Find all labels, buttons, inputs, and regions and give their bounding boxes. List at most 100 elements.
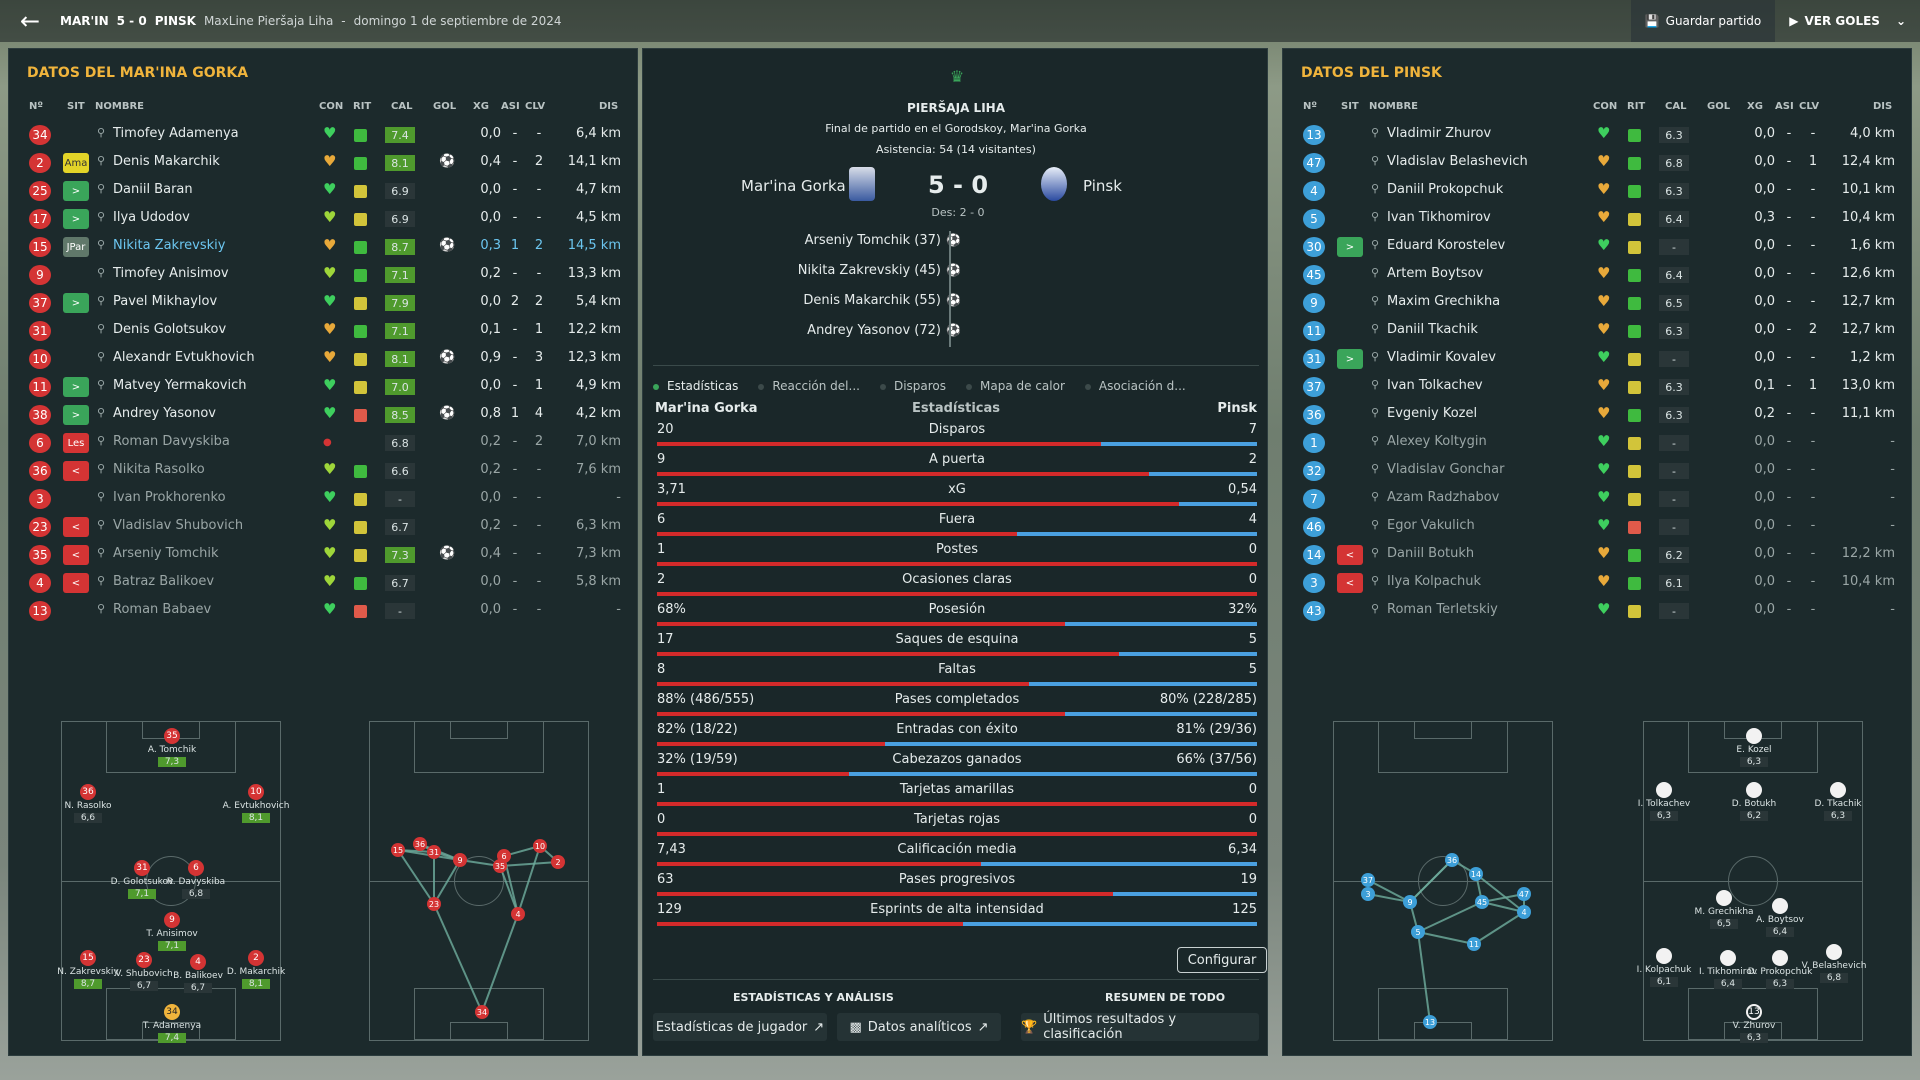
configure-button[interactable]: Configurar xyxy=(1177,947,1267,973)
table-row[interactable]: 14 < ⚲ Daniil Botukh ♥ 6.2 0,0- -12,2 km xyxy=(1283,541,1913,569)
player-name[interactable]: Ivan Prokhorenko xyxy=(113,490,226,505)
table-row[interactable]: 31 > ⚲ Vladimir Kovalev ♥ -0,0- -1,2 km xyxy=(1283,345,1913,373)
pass-node[interactable]: 36 xyxy=(413,837,427,851)
scorer-item[interactable]: Arseniy Tomchik (37) ⚽ xyxy=(763,233,963,263)
table-row[interactable]: 3 < ⚲ Ilya Kolpachuk ♥ 6.1 0,0- -10,4 km xyxy=(1283,569,1913,597)
pass-node[interactable]: 23 xyxy=(427,897,441,911)
pass-node[interactable]: 11 xyxy=(1467,937,1481,951)
player-token[interactable]: 2 xyxy=(248,950,264,966)
pass-node[interactable]: 13 xyxy=(1423,1015,1437,1029)
topbar-competition[interactable]: MaxLine Pieršaja Liha xyxy=(203,14,334,28)
pass-node[interactable]: 15 xyxy=(391,843,405,857)
table-row[interactable]: 13 ⚲ Roman Babaev ♥ -0,0- - - xyxy=(9,597,639,625)
col-cal[interactable]: CAL xyxy=(391,101,413,112)
table-row[interactable]: 36 < ⚲ Nikita Rasolko ♥ 6.6 0,2- -7,6 km xyxy=(9,457,639,485)
player-name[interactable]: Denis Makarchik xyxy=(113,154,220,169)
col-asi[interactable]: ASI xyxy=(1775,101,1794,112)
home-team-name[interactable]: Mar'ina Gorka xyxy=(741,177,846,195)
table-row[interactable]: 34 ⚲ Timofey Adamenya ♥ 7.4 0,0- -6,4 km xyxy=(9,121,639,149)
player-name[interactable]: Daniil Prokopchuk xyxy=(1387,182,1504,197)
pass-node[interactable]: 9 xyxy=(453,853,467,867)
col-gol[interactable]: GOL xyxy=(433,101,457,112)
tab-stats[interactable]: Estadísticas xyxy=(653,379,738,393)
player-name[interactable]: Vladislav Belashevich xyxy=(1387,154,1528,169)
player-name[interactable]: Vladislav Gonchar xyxy=(1387,462,1505,477)
player-name[interactable]: Daniil Tkachik xyxy=(1387,322,1478,337)
col-gol[interactable]: GOL xyxy=(1707,101,1731,112)
table-row[interactable]: 4 ⚲ Daniil Prokopchuk ♥ 6.3 0,0- -10,1 km xyxy=(1283,177,1913,205)
col-dis[interactable]: DIS xyxy=(1873,101,1893,112)
player-name[interactable]: Vladimir Kovalev xyxy=(1387,350,1496,365)
player-token[interactable]: 35 xyxy=(164,728,180,744)
table-row[interactable]: 10 ⚲ Alexandr Evtukhovich ♥ 8.1 ⚽ 0,9- 3 12,3 km xyxy=(9,345,639,373)
player-name[interactable]: Ivan Tikhomirov xyxy=(1387,210,1491,225)
col-con[interactable]: CON xyxy=(1593,101,1618,112)
player-token[interactable]: 23 xyxy=(136,952,152,968)
player-name[interactable]: Egor Vakulich xyxy=(1387,518,1475,533)
table-row[interactable]: 23 < ⚲ Vladislav Shubovich ♥ 6.7 0,2- -6,3 km xyxy=(9,513,639,541)
col-no[interactable]: Nº xyxy=(1303,101,1318,112)
pass-node[interactable]: 2 xyxy=(551,855,565,869)
table-row[interactable]: 7 ⚲ Azam Radzhabov ♥ -0,0- - - xyxy=(1283,485,1913,513)
player-name[interactable]: Alexandr Evtukhovich xyxy=(113,350,255,365)
player-token[interactable]: 13 xyxy=(1746,1004,1762,1020)
player-stats-button[interactable]: Estadísticas de jugador ↗ xyxy=(653,1013,827,1041)
player-name[interactable]: Andrey Yasonov xyxy=(113,406,216,421)
player-name[interactable]: Timofey Adamenya xyxy=(113,126,239,141)
player-name[interactable]: Vladimir Zhurov xyxy=(1387,126,1492,141)
table-row[interactable]: 13 ⚲ Vladimir Zhurov ♥ 6.3 0,0- -4,0 km xyxy=(1283,121,1913,149)
tab-heatmap[interactable]: Mapa de calor xyxy=(966,379,1065,393)
col-sit[interactable]: SIT xyxy=(1341,101,1359,112)
table-row[interactable]: 43 ⚲ Roman Terletskiy ♥ -0,0- - - xyxy=(1283,597,1913,625)
player-name[interactable]: Ivan Tolkachev xyxy=(1387,378,1483,393)
col-no[interactable]: Nº xyxy=(29,101,44,112)
pass-node[interactable]: 36 xyxy=(1445,853,1459,867)
player-token[interactable] xyxy=(1746,728,1762,744)
tab-shots[interactable]: Disparos xyxy=(879,379,946,393)
table-row[interactable]: 4 < ⚲ Batraz Balikoev ♥ 6.7 0,0- -5,8 km xyxy=(9,569,639,597)
player-name[interactable]: Pavel Mikhaylov xyxy=(113,294,218,309)
pass-node[interactable]: 5 xyxy=(1411,925,1425,939)
player-name[interactable]: Denis Golotsukov xyxy=(113,322,227,337)
table-row[interactable]: 46 ⚲ Egor Vakulich ♥ -0,0- - - xyxy=(1283,513,1913,541)
table-row[interactable]: 35 < ⚲ Arseniy Tomchik ♥ 7.3 ⚽ 0,4- -7,3 km xyxy=(9,541,639,569)
col-sit[interactable]: SIT xyxy=(67,101,85,112)
col-xg[interactable]: XG xyxy=(473,101,489,112)
player-name[interactable]: Ilya Kolpachuk xyxy=(1387,574,1482,589)
col-asi[interactable]: ASI xyxy=(501,101,520,112)
player-token[interactable]: 9 xyxy=(164,912,180,928)
col-rit[interactable]: RIT xyxy=(1627,101,1646,112)
player-name[interactable]: Daniil Baran xyxy=(113,182,193,197)
col-name[interactable]: NOMBRE xyxy=(95,101,144,112)
player-name[interactable]: Roman Davyskiba xyxy=(113,434,230,449)
player-token[interactable] xyxy=(1746,782,1762,798)
player-token[interactable]: 31 xyxy=(134,860,150,876)
scorer-item[interactable]: Andrey Yasonov (72) ⚽ xyxy=(763,323,963,353)
player-name[interactable]: Batraz Balikoev xyxy=(113,574,215,589)
player-token[interactable] xyxy=(1830,782,1846,798)
table-row[interactable]: 11 > ⚲ Matvey Yermakovich ♥ 7.0 0,0- 1 4,9 km xyxy=(9,373,639,401)
view-goals-button[interactable]: ▶ VER GOLES ⌄ xyxy=(1775,0,1920,42)
scorer-item[interactable]: Denis Makarchik (55) ⚽ xyxy=(763,293,963,323)
col-xg[interactable]: XG xyxy=(1747,101,1763,112)
player-token[interactable]: 36 xyxy=(80,784,96,800)
table-row[interactable]: 38 > ⚲ Andrey Yasonov ♥ 8.5 ⚽ 0,8 1 4 4,2 km xyxy=(9,401,639,429)
player-name[interactable]: Roman Terletskiy xyxy=(1387,602,1498,617)
pass-node[interactable]: 3 xyxy=(1361,887,1375,901)
col-cal[interactable]: CAL xyxy=(1665,101,1687,112)
save-match-button[interactable]: 💾 Guardar partido xyxy=(1630,0,1776,42)
player-name[interactable]: Vladislav Shubovich xyxy=(113,518,244,533)
player-name[interactable]: Eduard Korostelev xyxy=(1387,238,1506,253)
table-row[interactable]: 6 Les ⚲ Roman Davyskiba ● 6.8 0,2- 2 7,0 km xyxy=(9,429,639,457)
table-row[interactable]: 1 ⚲ Alexey Koltygin ♥ -0,0- - - xyxy=(1283,429,1913,457)
player-token[interactable] xyxy=(1772,898,1788,914)
table-row[interactable]: 3 ⚲ Ivan Prokhorenko ♥ -0,0- - - xyxy=(9,485,639,513)
player-name[interactable]: Artem Boytsov xyxy=(1387,266,1484,281)
player-token[interactable] xyxy=(1720,950,1736,966)
table-row[interactable]: 15 JPar ⚲ Nikita Zakrevskiy ♥ 8.7 ⚽ 0,3 1 2 14,5 k… xyxy=(9,233,639,261)
table-row[interactable]: 17 > ⚲ Ilya Udodov ♥ 6.9 0,0- -4,5 km xyxy=(9,205,639,233)
away-team-name[interactable]: Pinsk xyxy=(1083,177,1122,195)
pass-node[interactable]: 37 xyxy=(1361,873,1375,887)
pass-node[interactable]: 14 xyxy=(1469,867,1483,881)
player-name[interactable]: Alexey Koltygin xyxy=(1387,434,1487,449)
